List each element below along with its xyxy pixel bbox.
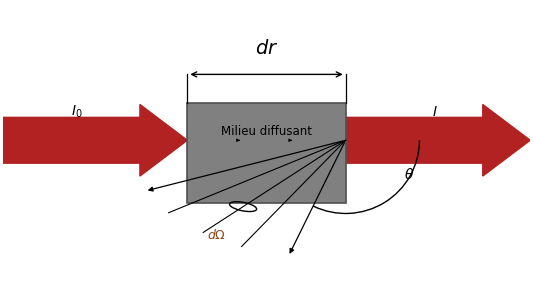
- Polygon shape: [3, 105, 188, 176]
- Polygon shape: [345, 105, 530, 176]
- Text: Milieu diffusant: Milieu diffusant: [221, 125, 312, 138]
- Text: $\theta$: $\theta$: [404, 167, 414, 182]
- Text: $dr$: $dr$: [255, 39, 278, 58]
- Text: $I$: $I$: [432, 105, 438, 119]
- Text: $d\Omega$: $d\Omega$: [207, 228, 226, 242]
- Text: $I_0$: $I_0$: [71, 103, 83, 120]
- Bar: [188, 103, 345, 203]
